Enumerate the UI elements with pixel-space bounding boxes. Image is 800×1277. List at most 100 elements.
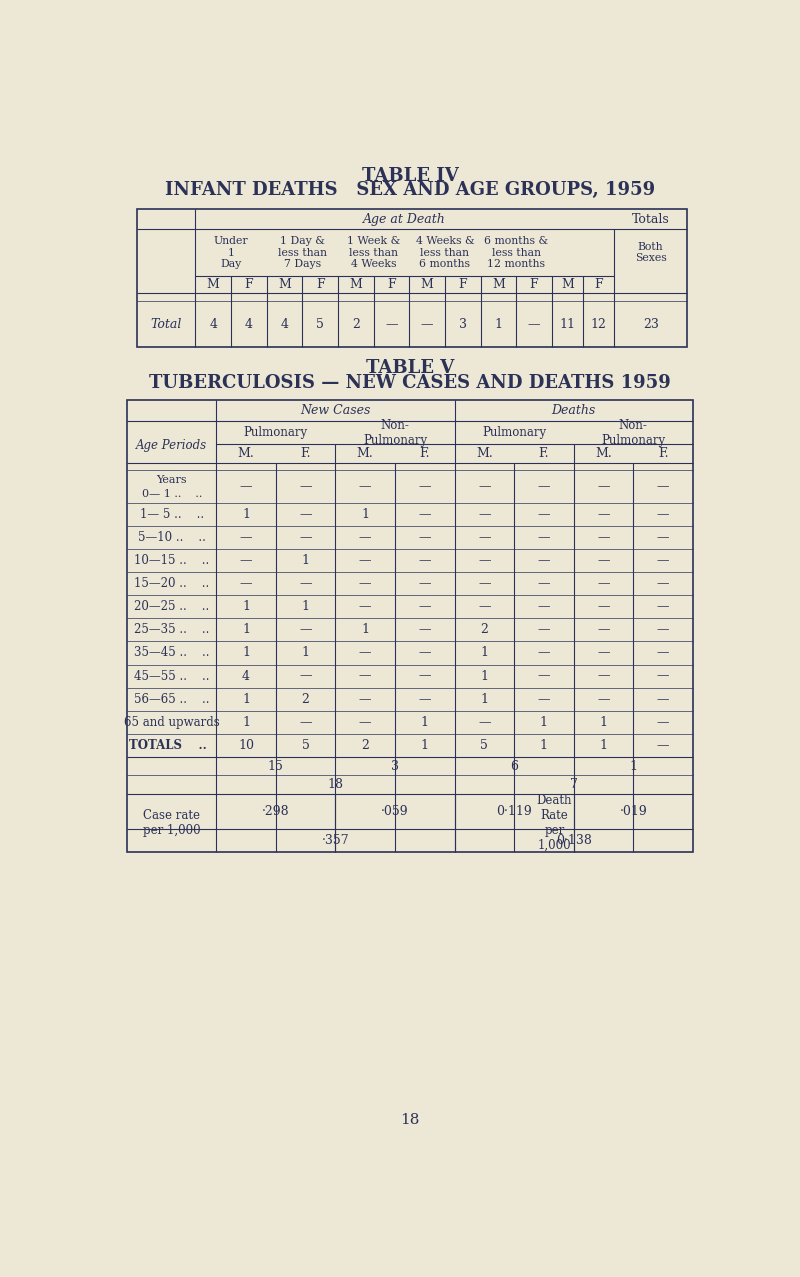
Text: 1: 1	[480, 692, 488, 706]
Text: —: —	[299, 480, 312, 493]
Text: —: —	[598, 692, 610, 706]
Text: 3: 3	[458, 318, 466, 331]
Text: 1: 1	[302, 646, 310, 659]
Text: Age at Death: Age at Death	[363, 212, 446, 226]
Text: 1: 1	[242, 716, 250, 729]
Text: 25—35 ..    ..: 25—35 .. ..	[134, 623, 210, 636]
Text: —: —	[359, 692, 371, 706]
Text: Pulmonary: Pulmonary	[244, 427, 308, 439]
Text: M.: M.	[238, 447, 254, 460]
Text: 7: 7	[570, 778, 578, 792]
Text: —: —	[538, 600, 550, 613]
Text: —: —	[240, 480, 252, 493]
Text: TABLE V: TABLE V	[366, 359, 454, 377]
Text: 1: 1	[302, 600, 310, 613]
Text: Non-
Pulmonary: Non- Pulmonary	[602, 419, 666, 447]
Text: 0·119: 0·119	[496, 805, 532, 819]
Text: F.: F.	[300, 447, 311, 460]
Text: 10: 10	[238, 739, 254, 752]
Text: Under
1
Day: Under 1 Day	[214, 236, 248, 269]
Text: 6: 6	[510, 760, 518, 773]
Text: 5: 5	[316, 318, 324, 331]
Text: —: —	[299, 669, 312, 683]
Text: 18: 18	[400, 1112, 420, 1126]
Text: —: —	[418, 623, 431, 636]
Text: —: —	[538, 623, 550, 636]
Text: —: —	[299, 531, 312, 544]
Text: —: —	[478, 554, 490, 567]
Text: F: F	[594, 277, 602, 291]
Text: —: —	[538, 554, 550, 567]
Text: —: —	[478, 508, 490, 521]
Text: 1: 1	[361, 623, 369, 636]
Text: —: —	[359, 600, 371, 613]
Text: —: —	[359, 577, 371, 590]
Text: —: —	[538, 531, 550, 544]
Text: —: —	[657, 716, 670, 729]
Text: —: —	[538, 480, 550, 493]
Text: —: —	[657, 646, 670, 659]
Text: —: —	[657, 600, 670, 613]
Text: —: —	[418, 554, 431, 567]
Text: 1: 1	[480, 646, 488, 659]
Text: —: —	[598, 531, 610, 544]
Text: 1 Week &
less than
4 Weeks: 1 Week & less than 4 Weeks	[347, 236, 400, 269]
Text: —: —	[598, 623, 610, 636]
Text: Years: Years	[156, 475, 187, 485]
Text: F: F	[458, 277, 467, 291]
Text: Total: Total	[150, 318, 182, 331]
Text: M: M	[492, 277, 505, 291]
Text: ·298: ·298	[262, 805, 290, 819]
Text: —: —	[657, 692, 670, 706]
Text: ·357: ·357	[322, 834, 350, 848]
Text: 1: 1	[494, 318, 502, 331]
Text: M: M	[206, 277, 219, 291]
Text: ·019: ·019	[619, 805, 647, 819]
Text: 0— 1 ..    ..: 0— 1 .. ..	[142, 489, 202, 498]
Text: —: —	[240, 577, 252, 590]
Text: 1: 1	[421, 739, 429, 752]
Text: TUBERCULOSIS — NEW CASES AND DEATHS 1959: TUBERCULOSIS — NEW CASES AND DEATHS 1959	[149, 374, 671, 392]
Text: Totals: Totals	[632, 212, 670, 226]
Text: M.: M.	[476, 447, 493, 460]
Text: M: M	[561, 277, 574, 291]
Text: —: —	[657, 623, 670, 636]
Text: 2: 2	[302, 692, 310, 706]
Text: —: —	[598, 508, 610, 521]
Text: 12: 12	[590, 318, 606, 331]
Text: 10—15 ..    ..: 10—15 .. ..	[134, 554, 210, 567]
Text: 45—55 ..    ..: 45—55 .. ..	[134, 669, 210, 683]
Text: 11: 11	[559, 318, 575, 331]
Text: 20—25 ..    ..: 20—25 .. ..	[134, 600, 210, 613]
Text: 1: 1	[242, 623, 250, 636]
Text: —: —	[598, 669, 610, 683]
Text: —: —	[478, 577, 490, 590]
Text: —: —	[538, 669, 550, 683]
Text: —: —	[240, 531, 252, 544]
Text: 5: 5	[481, 739, 488, 752]
Text: INFANT DEATHS   SEX AND AGE GROUPS, 1959: INFANT DEATHS SEX AND AGE GROUPS, 1959	[165, 181, 655, 199]
Text: M.: M.	[357, 447, 374, 460]
Text: —: —	[478, 480, 490, 493]
Text: —: —	[299, 716, 312, 729]
Text: —: —	[538, 692, 550, 706]
Text: —: —	[598, 600, 610, 613]
Text: —: —	[598, 480, 610, 493]
Text: —: —	[359, 669, 371, 683]
Text: 4 Weeks &
less than
6 months: 4 Weeks & less than 6 months	[415, 236, 474, 269]
Text: —: —	[657, 480, 670, 493]
Text: F.: F.	[538, 447, 549, 460]
Text: Non-
Pulmonary: Non- Pulmonary	[363, 419, 427, 447]
Text: Case rate
per 1,000: Case rate per 1,000	[143, 810, 201, 838]
Text: —: —	[359, 480, 371, 493]
Text: 15—20 ..    ..: 15—20 .. ..	[134, 577, 210, 590]
Text: —: —	[478, 716, 490, 729]
Text: Both
Sexes: Both Sexes	[634, 241, 666, 263]
Text: —: —	[418, 669, 431, 683]
Text: —: —	[478, 600, 490, 613]
Text: —: —	[299, 623, 312, 636]
Text: Deaths: Deaths	[551, 404, 596, 416]
Text: —: —	[359, 716, 371, 729]
Text: —: —	[418, 508, 431, 521]
Text: 4: 4	[281, 318, 289, 331]
